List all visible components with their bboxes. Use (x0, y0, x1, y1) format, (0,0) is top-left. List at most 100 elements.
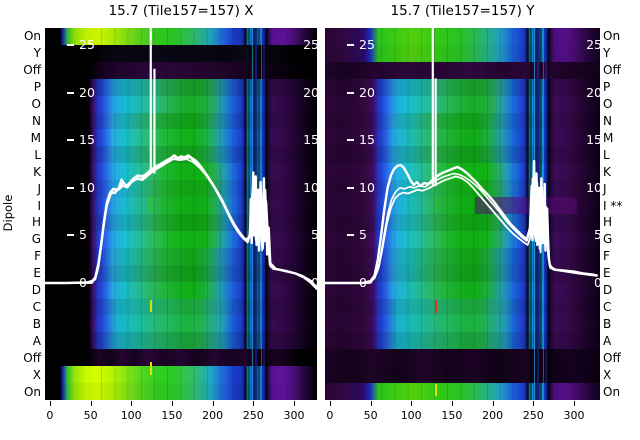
left-row-label: L (34, 147, 41, 162)
inner-tick-label-right: 0 (311, 275, 317, 290)
right-row-label: Off (603, 63, 621, 78)
bin-seams (88, 28, 269, 400)
x-tick-label: 150 (441, 409, 463, 422)
x-tick-mark (131, 401, 133, 406)
x-tick-label: 50 (83, 409, 98, 422)
left-row-label: H (31, 215, 41, 230)
x-tick-label: 50 (363, 409, 378, 422)
x-tick-mark (294, 401, 295, 406)
right-row-label: X (603, 367, 612, 382)
right-row-label: M (603, 130, 614, 145)
inner-tick-label-right: 25 (586, 37, 600, 52)
left-row-label: X (32, 367, 41, 382)
left-row-label: J (37, 181, 41, 196)
x-tick-mark (492, 401, 494, 406)
x-tick-mark (171, 401, 173, 406)
right-row-label: P (603, 80, 611, 95)
left-row-label: B (32, 316, 41, 331)
x-tick-mark (253, 401, 255, 406)
left-row-label: C (32, 300, 41, 314)
x-tick-label: 100 (120, 409, 142, 422)
heatmap-panel-x: 25 25 20 20 15 15 10 10 5 5 0 0 (45, 28, 317, 400)
inner-tick-label: 15 (79, 132, 95, 148)
inner-tick-label-right: 10 (586, 179, 600, 195)
left-row-label: On (23, 384, 41, 399)
inner-tick-label: 0 (79, 275, 87, 290)
inner-tick-label: 25 (359, 37, 375, 52)
inner-tick-label-right: 10 (303, 179, 317, 195)
x-tick-label: 200 (482, 409, 504, 422)
x-tick-label: 250 (242, 409, 264, 422)
inner-tick-label: 5 (359, 227, 367, 243)
x-tick-mark (451, 401, 453, 406)
x-tick-label: 300 (283, 409, 305, 422)
right-row-label: C (603, 300, 612, 314)
power-curve (45, 156, 317, 288)
power-curve (325, 172, 598, 284)
power-curve (45, 158, 317, 289)
inner-tick-dash (347, 91, 354, 94)
power-curve (325, 159, 598, 285)
inner-tick-label: 10 (359, 179, 375, 195)
left-row-label: N (32, 114, 41, 128)
rfi-tick (150, 362, 152, 375)
rfi-tick (435, 300, 437, 313)
right-row-label: On (603, 384, 621, 399)
x-tick-mark (370, 401, 372, 406)
inner-tick-dash (67, 91, 74, 94)
inner-tick-label-right: 20 (303, 84, 317, 100)
rfi-stripe (248, 28, 250, 400)
x-tick-label: 100 (400, 409, 422, 422)
x-tick-label: 250 (522, 409, 544, 422)
x-tick-mark (411, 401, 413, 406)
heatmap-panel-y: 25 25 20 20 15 15 10 10 5 5 0 0 (325, 28, 600, 400)
power-curve-overlay (45, 28, 317, 290)
right-row-label: O (603, 97, 613, 112)
right-row-label: A (603, 333, 612, 348)
right-row-label: G (603, 232, 613, 247)
x-tick-label: 0 (326, 409, 334, 422)
inner-tick-label: 25 (79, 37, 95, 52)
inner-tick-dash (347, 186, 354, 189)
left-row-label: M (30, 130, 41, 145)
inner-tick-label-right: 0 (594, 275, 600, 290)
left-row-label: G (31, 232, 41, 247)
left-row-label: P (33, 80, 41, 95)
x-tick-label: 0 (46, 409, 54, 422)
inner-tick-dash (67, 139, 74, 142)
inner-tick-dash (347, 282, 354, 284)
rfi-tick (435, 384, 437, 396)
left-row-label: Off (23, 63, 41, 78)
left-panel-title: 15.7 (Tile157=157) X (108, 3, 254, 19)
rfi-stripe (548, 28, 550, 400)
inner-tick-dash (347, 139, 354, 142)
inner-tick-label: 20 (359, 84, 375, 100)
x-tick-mark (90, 401, 92, 406)
inner-tick-dash (347, 234, 354, 237)
right-row-label: Off (603, 350, 621, 365)
inner-tick-label: 0 (359, 275, 367, 290)
left-row-label: K (33, 164, 41, 179)
inner-tick-dash (67, 44, 74, 46)
right-row-label: E (603, 266, 611, 281)
x-tick-mark (212, 401, 214, 406)
x-tick-mark (329, 401, 331, 406)
inner-tick-label: 10 (79, 179, 95, 195)
right-row-label: I ** (603, 198, 623, 213)
inner-tick-label-right: 15 (303, 132, 317, 148)
inner-tick-label: 20 (79, 84, 95, 100)
x-tick-label: 150 (161, 409, 183, 422)
power-curve-overlay (325, 28, 598, 285)
right-row-label: On (603, 29, 621, 44)
inner-tick-dash (67, 282, 74, 284)
left-row-label: D (31, 283, 41, 298)
rfi-tick (150, 300, 152, 312)
left-row-label: I (37, 198, 41, 213)
inner-tick-label-right: 15 (586, 132, 600, 148)
right-row-label: H (603, 215, 613, 230)
inner-tick-label-right: 5 (594, 227, 600, 243)
right-row-label: J (603, 181, 607, 196)
x-tick-mark (49, 401, 51, 406)
rfi-tick (150, 197, 152, 211)
